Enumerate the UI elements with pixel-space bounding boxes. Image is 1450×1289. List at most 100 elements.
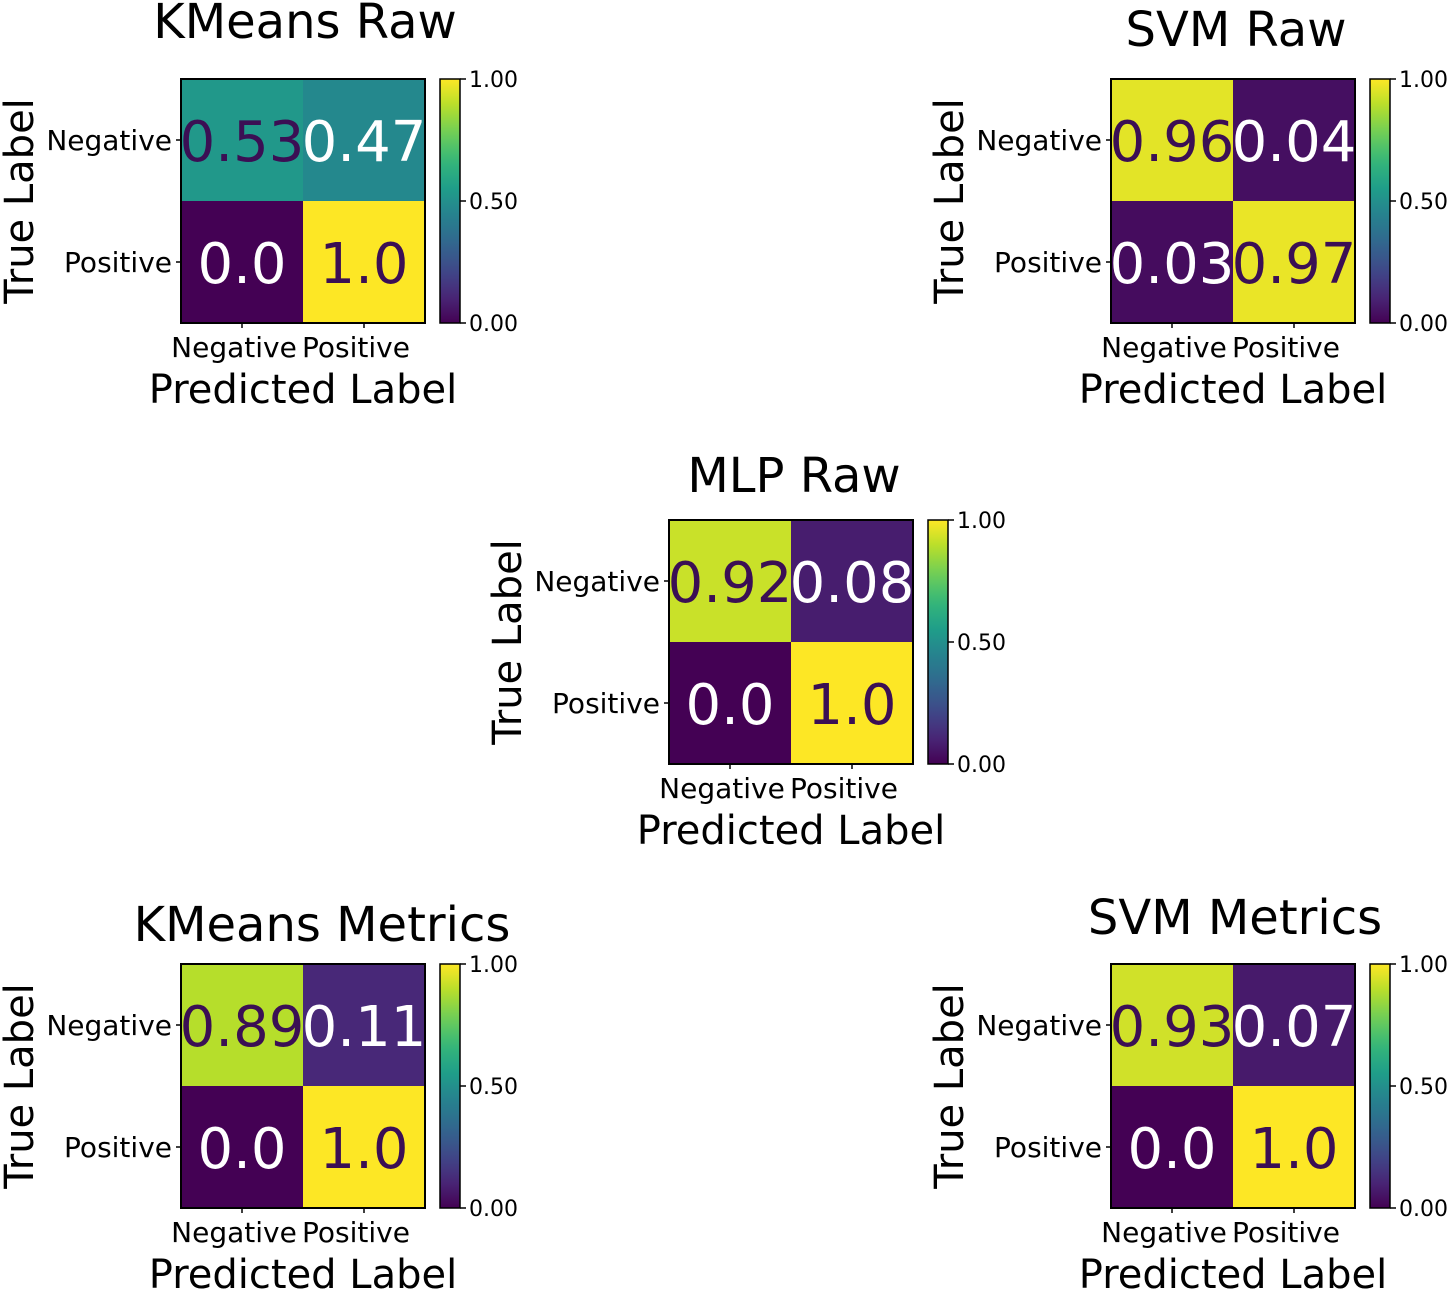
panel-title: KMeans Raw — [153, 0, 457, 50]
y-tick-label: Negative — [976, 1009, 1102, 1042]
panel-title: MLP Raw — [687, 448, 900, 504]
cell-value-label: 1.0 — [1249, 1117, 1338, 1182]
heatmap-cell — [181, 1086, 303, 1208]
cell-value-label: 0.03 — [1110, 232, 1235, 297]
x-tick-label: Negative — [1101, 331, 1227, 364]
heatmap-cell — [303, 201, 425, 323]
heatmap-cell — [1111, 1086, 1233, 1208]
colorbar-tick-label: 0.50 — [957, 631, 1006, 656]
colorbar — [440, 964, 460, 1208]
cell-value-label: 0.0 — [685, 673, 774, 738]
heatmap-cell — [1111, 201, 1233, 323]
x-axis-label: Predicted Label — [1079, 1252, 1387, 1289]
heatmap-cell — [669, 642, 791, 764]
cell-value-label: 0.07 — [1232, 995, 1357, 1060]
heatmap-cell — [1233, 1086, 1355, 1208]
y-axis-label: True Label — [485, 539, 531, 746]
confusion-matrix-panel-5: SVM Metrics 0.930.070.0 1.0 Negative Positiv… — [927, 890, 1448, 1289]
cell-value-label: 1.0 — [807, 673, 896, 738]
heatmap-cell — [1233, 79, 1355, 201]
heatmap-cell — [1111, 964, 1233, 1086]
colorbar-tick-label: 0.00 — [469, 1197, 518, 1222]
y-tick-label: Negative — [976, 124, 1102, 157]
confusion-matrix-panel-2: SVM Raw0.960.040.030.97NegativePositiveN… — [927, 2, 1448, 413]
colorbar-tick-label: 0.00 — [1399, 1197, 1448, 1222]
cell-value-label: 1.0 — [319, 232, 408, 297]
y-tick-label: Positive — [552, 687, 660, 720]
colorbar-tick-label: 0.50 — [1399, 1075, 1448, 1100]
heatmap-cell — [791, 642, 913, 764]
heatmap-frame — [180, 963, 426, 1209]
heatmap-cell — [791, 520, 913, 642]
colorbar — [1370, 964, 1390, 1208]
y-tick-label: Positive — [64, 246, 172, 279]
colorbar-tick-label: 0.50 — [469, 1075, 518, 1100]
y-axis-label: True Label — [927, 983, 973, 1190]
panel-title: KMeans Metrics — [134, 897, 511, 953]
cell-value-label: 0.0 — [1127, 1117, 1216, 1182]
heatmap-cell — [1233, 201, 1355, 323]
x-axis-label: Predicted Label — [637, 808, 945, 854]
colorbar-tick-label: 1.00 — [957, 509, 1006, 534]
colorbar-tick-label: 0.50 — [1399, 190, 1448, 215]
heatmap-cell — [303, 1086, 425, 1208]
cell-value-label: 0.11 — [302, 995, 427, 1060]
x-tick-label: Positive — [302, 331, 410, 364]
heatmap-frame — [668, 519, 914, 765]
cell-value-label: 0.08 — [790, 551, 915, 616]
y-tick-label: Negative — [46, 1009, 172, 1042]
x-tick-label: Negative — [659, 772, 785, 805]
cell-value-label: 0.89 — [180, 995, 305, 1060]
y-axis-label: True Label — [0, 98, 43, 305]
heatmap-cell — [181, 964, 303, 1086]
cell-value-label: 0.53 — [180, 110, 305, 175]
x-tick-label: Negative — [171, 331, 297, 364]
cell-value-label: 0.92 — [668, 551, 793, 616]
heatmap-cell — [669, 520, 791, 642]
y-tick-label: Positive — [64, 1131, 172, 1164]
panel-title: SVM Raw — [1126, 2, 1347, 58]
colorbar-tick-label: 0.50 — [469, 190, 518, 215]
colorbar-tick-label: 1.00 — [469, 953, 518, 978]
heatmap-cell — [1111, 79, 1233, 201]
colorbar-tick-label: 1.00 — [1399, 68, 1448, 93]
panel-title: SVM Metrics — [1088, 890, 1382, 946]
heatmap-frame — [180, 78, 426, 324]
cell-value-label: 0.47 — [302, 110, 427, 175]
heatmap-frame — [1110, 78, 1356, 324]
confusion-matrix-panel-4: KMeans Metrics 0.890.110.0 1.0 Negative Posi… — [0, 897, 518, 1289]
cell-value-label: 0.0 — [197, 1117, 286, 1182]
x-axis-label: Predicted Label — [149, 1252, 457, 1289]
colorbar-tick-label: 0.00 — [1399, 312, 1448, 337]
heatmap-cell — [1233, 964, 1355, 1086]
x-tick-label: Negative — [1101, 1216, 1227, 1249]
x-tick-label: Positive — [302, 1216, 410, 1249]
x-tick-label: Positive — [790, 772, 898, 805]
colorbar — [928, 520, 948, 764]
cell-value-label: 0.93 — [1110, 995, 1235, 1060]
colorbar-tick-label: 0.00 — [957, 753, 1006, 778]
heatmap-frame — [1110, 963, 1356, 1209]
y-axis-label: True Label — [927, 98, 973, 305]
y-tick-label: Negative — [46, 124, 172, 157]
cell-value-label: 0.04 — [1232, 110, 1357, 175]
heatmap-cell — [303, 79, 425, 201]
cell-value-label: 1.0 — [319, 1117, 408, 1182]
colorbar — [1370, 79, 1390, 323]
y-tick-label: Positive — [994, 246, 1102, 279]
y-axis-label: True Label — [0, 983, 43, 1190]
colorbar-tick-label: 0.00 — [469, 312, 518, 337]
x-axis-label: Predicted Label — [1079, 367, 1387, 413]
x-axis-label: Predicted Label — [149, 367, 457, 413]
y-tick-label: Positive — [994, 1131, 1102, 1164]
colorbar-tick-label: 1.00 — [1399, 953, 1448, 978]
heatmap-cell — [181, 201, 303, 323]
heatmap-cell — [181, 79, 303, 201]
cell-value-label: 0.96 — [1110, 110, 1235, 175]
x-tick-label: Positive — [1232, 331, 1340, 364]
colorbar-tick-label: 1.00 — [469, 68, 518, 93]
cell-value-label: 0.97 — [1232, 232, 1357, 297]
